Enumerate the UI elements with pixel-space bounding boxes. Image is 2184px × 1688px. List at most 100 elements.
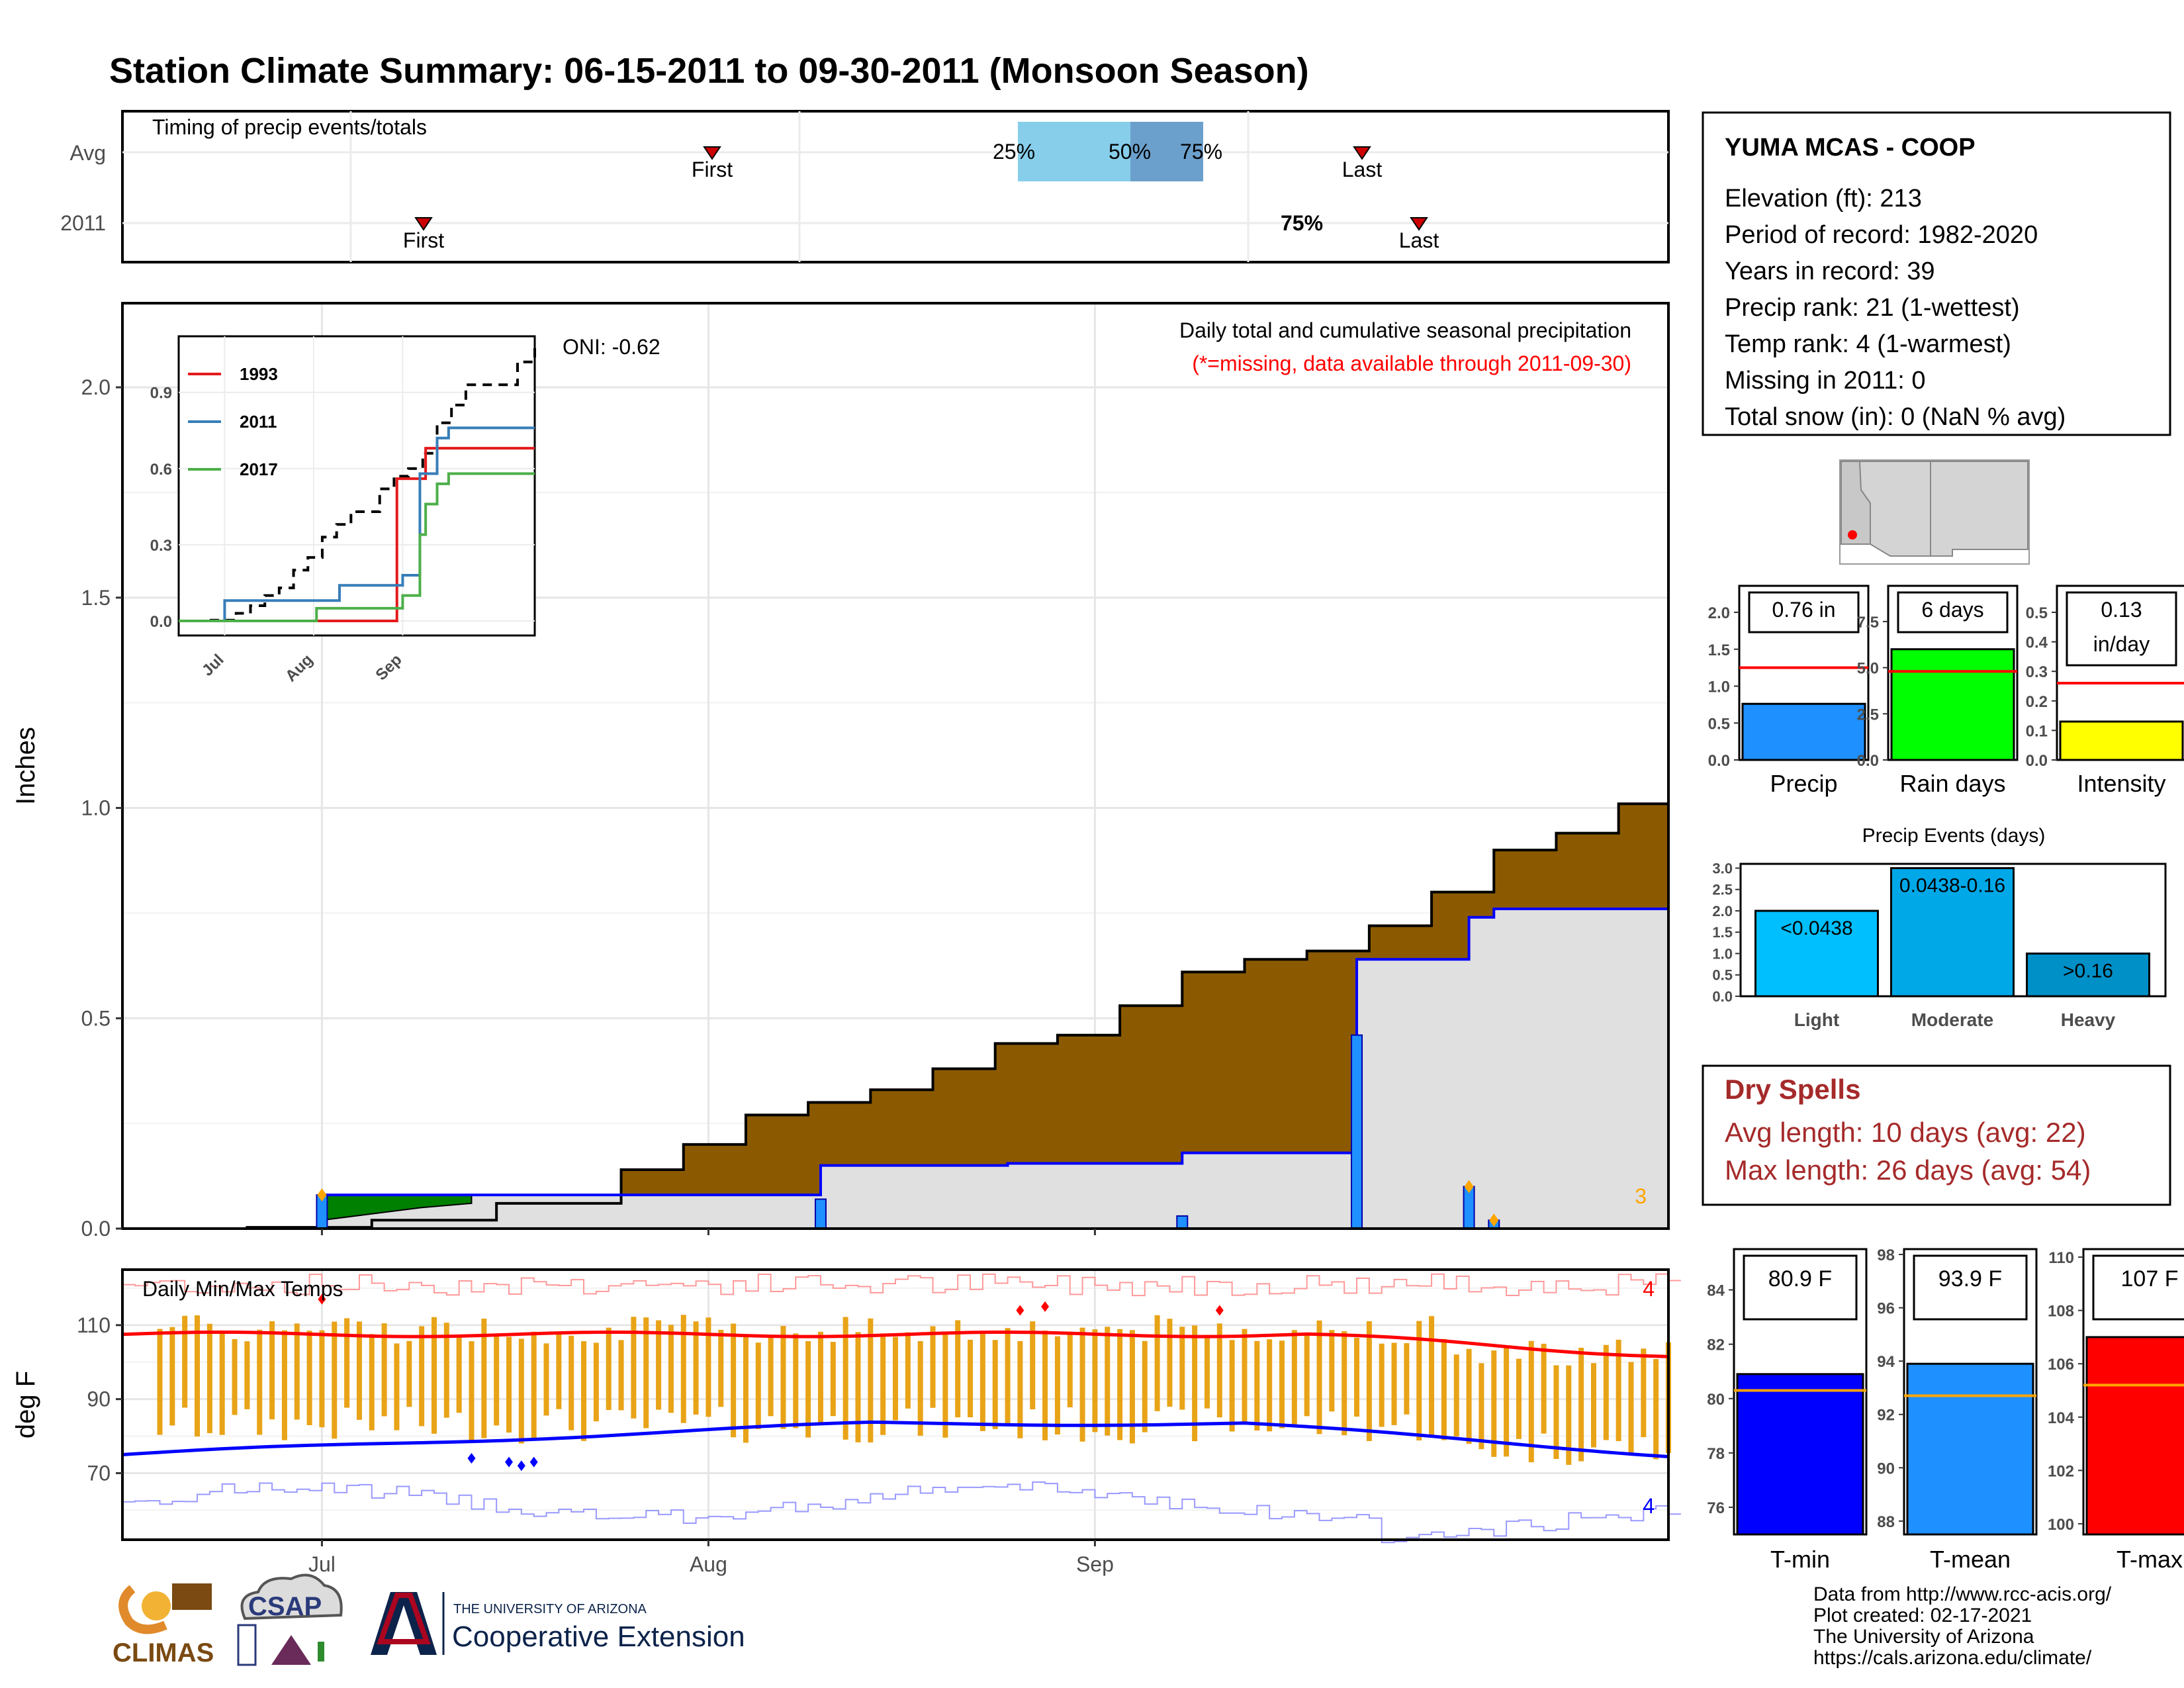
daily-temp-bar [930,1326,936,1408]
inset-y-tick-label: 0.6 [150,461,172,479]
events-title: Precip Events (days) [1862,825,2046,847]
summary-tick-label: 5.0 [1857,660,1879,678]
csap-bars [237,1624,257,1666]
daily-temp-bar [955,1320,961,1418]
temp-summary-value: 93.9 F [1938,1266,2002,1291]
avg-last-marker [1353,146,1371,160]
ua-a-outer [371,1592,437,1655]
summary-tick-label: 2.5 [1857,706,1879,724]
daily-temp-bar [344,1318,350,1408]
daily-temp-bar [543,1343,549,1416]
daily-marker [1464,1180,1474,1194]
daily-temp-bar [206,1323,212,1433]
station-name: YUMA MCAS - COOP [1725,134,1976,162]
y-tick-label: 2.0 [81,375,111,399]
summary-label: Precip [1770,770,1837,797]
daily-temp-bar [1366,1321,1372,1441]
events-bar [1754,910,1879,998]
daily-temp-bar [443,1323,449,1418]
events-bars: 0.0 0.5 1.0 1.5 2.0 2.5 3.0 <0.0438 Light 0.0438-… [1712,860,2167,1030]
events-bar-label: 0.0438-0.16 [1899,874,2005,896]
inset-2017-line [179,472,535,622]
summary-bar [1741,702,1866,761]
summary-value-label: in/day [2093,632,2150,656]
count-label: 3 [1635,1184,1647,1208]
daily-temp-bar [656,1320,662,1410]
y2011-first-label: First [403,228,444,252]
avg-min-line [122,1420,1669,1459]
daily-temp-bar [705,1317,711,1417]
summary-tick-label: 0.4 [2026,634,2048,652]
precip-header: Daily total and cumulative seasonal prec… [1179,318,1631,342]
climas-text: CLIMAS [113,1638,214,1667]
temp-y-axis: 70 90 110 [77,1313,122,1485]
events-tick-label: 2.0 [1712,903,1733,919]
events-tick-label: 1.0 [1712,945,1733,962]
map-new-mexico [1930,461,2028,557]
daily-temp-bar [1441,1338,1447,1440]
daily-temp-bar [1267,1339,1273,1432]
temp-summary-value-box [1913,1254,2028,1321]
daily-temp-bar [232,1338,238,1415]
daily-temp-bar [1204,1335,1210,1409]
daily-temp-bar [1117,1329,1123,1440]
inset-avg-line [179,342,536,622]
temp-summary-tick-label: 78 [1707,1445,1725,1463]
temp-count-min: 4 [1643,1494,1655,1518]
daily-temp-bar [581,1341,587,1441]
summary-tick-label: 1.5 [1708,641,1730,659]
station-line: Total snow (in): 0 (NaN % avg) [1725,403,2066,431]
temp-summary-value: 107 F [2121,1266,2179,1291]
temp-x-axis: Jul Aug Sep [308,1540,1114,1576]
timing-label: Timing of precip events/totals [152,115,427,139]
ua-logo: THE UNIVERSITY OF ARIZONA Cooperative Ex… [371,1592,745,1655]
daily-temp-bar [319,1330,325,1428]
temp-summary-tick-label: 104 [2048,1409,2075,1427]
daily-temp-bar [1354,1337,1360,1417]
daily-temp-bar [518,1338,524,1444]
daily-temp-bar [668,1325,674,1413]
temp-count-max: 4 [1643,1277,1655,1301]
daily-temp-bar [456,1336,462,1413]
summary-tick-label: 0.5 [1708,715,1730,733]
footer-line-2: Plot created: 02-17-2021 [1813,1605,2032,1626]
daily-temp-bar [381,1323,387,1417]
station-line: Years in record: 39 [1725,258,1935,285]
daily-temp-bar [979,1333,985,1431]
daily-temp-bar [294,1323,300,1420]
daily-temp-bar [556,1333,562,1409]
events-bar-label: >0.16 [2063,960,2113,982]
row-label-2011: 2011 [60,211,106,235]
q75-label: 75% [1180,140,1222,164]
daily-temp-bar [1079,1327,1085,1442]
record-marker [1041,1301,1050,1312]
inset-2011-line [179,426,535,622]
legend-2011: 2011 [240,412,277,432]
temp-summary-value-box [1743,1254,1858,1321]
summary-value-box [1748,591,1860,633]
dry-spells-max: Max length: 26 days (avg: 54) [1725,1154,2091,1186]
y-tick-label: 110 [77,1313,111,1337]
daily-temp-bar [1429,1316,1435,1435]
daily-temp-bar [1129,1330,1135,1444]
temp-summary-bar [1736,1373,1864,1536]
temp-summary-bars: 76 78 80 82 84 80.9 F T-min 88 90 92 94 96 98 93.9 F T… [1707,1246,2184,1573]
precip-subheader: (*=missing, data available through 2011-… [1192,352,1631,375]
daily-marker [1489,1213,1499,1227]
temp-summary-bar [1906,1362,2034,1536]
climas-mesa [172,1583,212,1610]
daily-temp-bar [494,1335,500,1426]
precip-ylabel: Inches [11,727,40,805]
temp-summary-tick-label: 76 [1707,1499,1725,1517]
daily-temp-bar [718,1329,724,1407]
temp-summary-value: 80.9 F [1768,1266,1832,1291]
summary-bar [1890,648,2015,761]
daily-temp-bar [1653,1359,1659,1460]
avg-cumulative-line [122,732,1670,1230]
climas-logo: CLIMAS [113,1583,214,1667]
dry-spells-box: Dry Spells Avg length: 10 days (avg: 22)… [1702,1064,2171,1206]
daily-temp-bar [469,1341,475,1443]
events-category: Heavy [2061,1009,2116,1030]
y2011-last-label: Last [1399,228,1439,252]
daily-temp-bar [842,1317,848,1440]
